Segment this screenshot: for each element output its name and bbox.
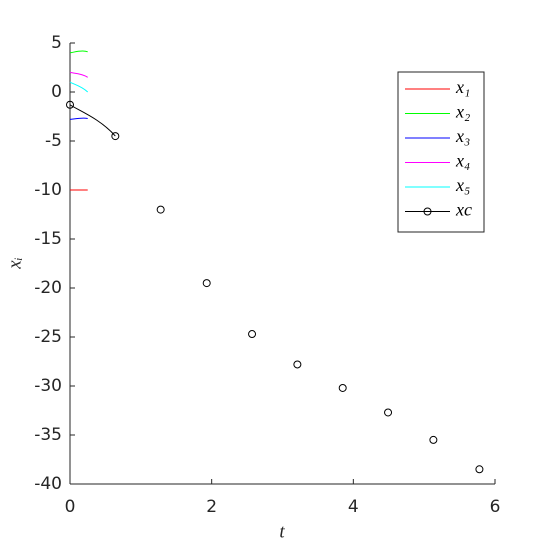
series-line [69, 50, 88, 54]
series-line [69, 117, 88, 120]
legend-label: x₅ [455, 175, 470, 195]
marker [384, 408, 393, 417]
y-tick-label: -15 [34, 229, 62, 249]
legend-label: x₄ [455, 151, 470, 171]
y-tick-label: 0 [51, 82, 62, 102]
legend-box [397, 71, 485, 233]
y-axis-label: xᵢ [4, 257, 25, 269]
x-axis-label: t [279, 521, 285, 542]
marker [202, 279, 211, 288]
legend-label: x₂ [455, 102, 470, 122]
legend-label: x₃ [455, 126, 470, 146]
series-line [69, 104, 116, 137]
marker [66, 100, 74, 109]
y-tick-label: -35 [34, 425, 62, 445]
x-tick-label: 0 [65, 497, 76, 517]
legend-label: x₁ [455, 77, 470, 97]
marker [475, 465, 484, 474]
y-tick-label: -5 [45, 131, 62, 151]
marker [429, 435, 438, 444]
marker [293, 360, 302, 369]
marker [111, 132, 120, 141]
y-tick-label: -25 [34, 327, 62, 347]
series-line [69, 71, 88, 78]
y-tick-label: -10 [34, 180, 62, 200]
legend-marker [423, 207, 432, 216]
series-line [69, 81, 89, 93]
y-tick-label: -20 [34, 278, 62, 298]
x-tick-label: 4 [348, 497, 359, 517]
marker [248, 330, 257, 339]
y-tick-label: -30 [34, 376, 62, 396]
marker [338, 383, 347, 392]
marker [156, 205, 165, 214]
x-tick-label: 6 [490, 497, 501, 517]
y-tick-label: 5 [51, 33, 62, 53]
legend-label: xc [455, 200, 472, 220]
x-tick-label: 2 [206, 497, 217, 517]
y-tick-label: -40 [34, 474, 62, 494]
